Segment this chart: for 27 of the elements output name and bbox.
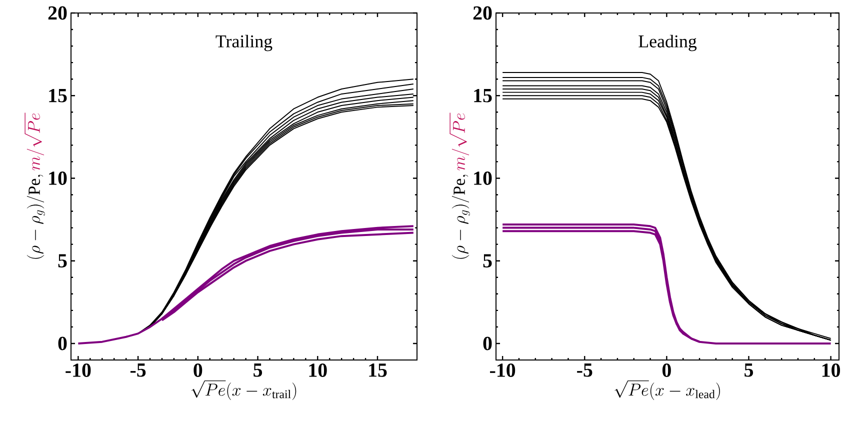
x-tick-label: 10 (309, 364, 327, 377)
x-tick-label: 0 (662, 364, 671, 377)
y-tick-label: 10 (474, 172, 492, 185)
text: Trailing (216, 34, 272, 52)
y-tick-label: 5 (58, 254, 67, 268)
x-tick-label: -5 (577, 364, 592, 377)
y-axis-title: $(\rho-\rho_g)/\mathrm{Pe},{\color[HTML]{C0105A}m/\sqrt{Pe}}$ (24, 112, 45, 259)
y-tick-label: 10 (49, 172, 67, 185)
x-axis-title: $\sqrt{Pe}(x-x_{\mathrm{lead}})$ (614, 380, 720, 400)
y-axis-title: $(\rho-\rho_g)/\mathrm{Pe},{\color[HTML]{C0105A}m/\sqrt{Pe}}$ (450, 112, 470, 259)
y-tick-label: 0 (58, 336, 67, 350)
y-tick-label: 0 (483, 336, 492, 350)
text: Leading (638, 34, 697, 52)
x-tick-label: 15 (369, 364, 387, 377)
y-tick-label: 20 (473, 6, 492, 20)
y-tick-label: 20 (48, 6, 67, 20)
x-tick-label: -5 (130, 364, 146, 377)
x-tick-label: 0 (194, 364, 202, 377)
y-tick-label: 15 (474, 88, 492, 102)
x-axis-title: $\sqrt{Pe}(x-x_{\mathrm{trail}})$ (192, 380, 296, 400)
x-tick-label: 10 (822, 364, 840, 377)
x-tick-label: -10 (490, 364, 516, 377)
x-tick-label: 5 (744, 364, 753, 377)
y-tick-label: 5 (483, 254, 492, 268)
x-tick-label: -10 (66, 364, 91, 377)
y-tick-label: 15 (49, 88, 67, 102)
x-tick-label: 5 (254, 364, 262, 377)
